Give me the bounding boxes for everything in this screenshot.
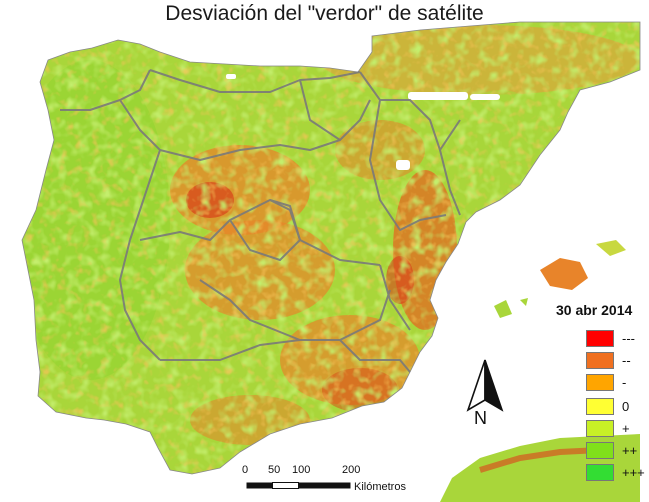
balearic-islands [494,240,626,318]
legend-swatch [586,442,614,459]
legend-date: 30 abr 2014 [556,302,633,318]
legend-swatch [586,398,614,415]
legend-label: - [622,375,627,390]
scale-tick: 100 [292,464,311,476]
legend-swatch [586,374,614,391]
legend-swatch [586,464,614,481]
north-label: N [474,408,487,428]
legend-label: ++ [622,443,638,458]
legend-label: 0 [622,399,630,414]
legend-label: +++ [622,465,645,480]
scale-tick: 50 [268,464,281,476]
scale-unit: Kilómetros [354,481,406,493]
legend-swatch [586,352,614,369]
north-arrow-icon [466,359,504,412]
map-title: Desviación del "verdor" de satélite [165,2,484,25]
scale-tick: 200 [342,464,361,476]
legend-label: -- [622,353,631,368]
regional-borders [60,69,461,373]
scale-bar-graphic [246,482,351,489]
scale-bar: 0 50 100 200 Kilómetros [230,464,430,494]
legend-swatch [586,330,614,347]
scale-tick: 0 [242,464,249,476]
legend-swatch [586,420,614,437]
legend-label: + [622,421,630,436]
no-data-patches [226,74,500,170]
legend-label: --- [622,331,635,346]
